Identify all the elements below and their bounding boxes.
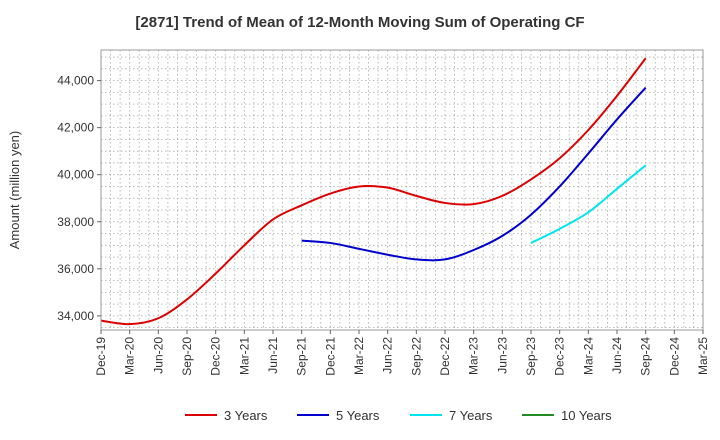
x-tick-label: Mar-24	[581, 337, 595, 375]
legend-label: 10 Years	[561, 408, 612, 423]
x-tick-label: Mar-21	[237, 337, 251, 375]
y-tick-label: 34,000	[57, 309, 94, 323]
legend-label: 3 Years	[224, 408, 268, 423]
plot-frame	[100, 49, 704, 331]
x-tick-label: Dec-20	[209, 337, 223, 376]
chart-title: [2871] Trend of Mean of 12-Month Moving …	[135, 14, 585, 31]
series-line-3-years	[100, 57, 647, 326]
x-tick-label: Mar-25	[696, 337, 710, 375]
x-tick-label: Jun-23	[495, 337, 509, 374]
series-line-7-years	[530, 164, 647, 244]
x-tick-label: Dec-21	[323, 337, 337, 376]
y-tick-label: 42,000	[57, 121, 94, 135]
legend: 3 Years 5 Years 7 Years 10 Years	[185, 408, 612, 423]
x-tick-label: Dec-19	[94, 337, 108, 376]
legend-label: 7 Years	[449, 408, 493, 423]
x-tick-label: Mar-20	[123, 337, 137, 375]
x-tick-label: Sep-23	[524, 337, 538, 376]
x-tick-label: Jun-21	[266, 337, 280, 374]
legend-label: 5 Years	[336, 408, 380, 423]
x-tick-label: Mar-22	[352, 337, 366, 375]
x-tick-label: Jun-24	[610, 337, 624, 374]
x-axis-ticks: Dec-19 Mar-20 Jun-20 Sep-20 Dec-20 Mar-21 Jun-…	[94, 330, 710, 376]
y-tick-label: 38,000	[57, 215, 94, 229]
x-tick-label: Dec-24	[667, 337, 681, 376]
series-layer	[100, 57, 647, 326]
x-tick-label: Dec-23	[553, 337, 567, 376]
x-tick-label: Dec-22	[438, 337, 452, 376]
x-tick-label: Sep-22	[409, 337, 423, 376]
x-tick-label: Sep-21	[295, 337, 309, 376]
y-axis-ticks: 34,000 36,000 38,000 40,000 42,000 44,000	[57, 74, 101, 323]
x-tick-label: Sep-24	[639, 337, 653, 376]
plot-area	[101, 50, 703, 330]
x-tick-label: Sep-20	[180, 337, 194, 376]
y-tick-label: 44,000	[57, 74, 94, 88]
y-axis-title: Amount (million yen)	[7, 131, 22, 250]
series-line-5-years	[301, 86, 647, 262]
x-tick-label: Mar-23	[467, 337, 481, 375]
y-tick-label: 40,000	[57, 168, 94, 182]
x-tick-label: Jun-22	[381, 337, 395, 374]
y-tick-label: 36,000	[57, 262, 94, 276]
x-tick-label: Jun-20	[151, 337, 165, 374]
